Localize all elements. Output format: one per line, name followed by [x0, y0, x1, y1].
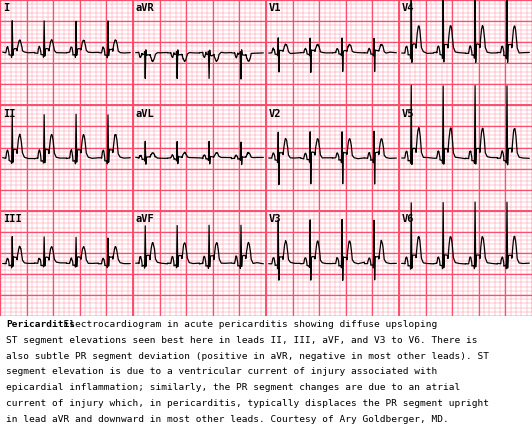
Text: I: I — [3, 3, 9, 13]
Text: segment elevation is due to a ventricular current of injury associated with: segment elevation is due to a ventricula… — [6, 368, 438, 376]
Text: Pericarditis: Pericarditis — [6, 320, 76, 329]
Text: aVF: aVF — [136, 214, 154, 224]
Text: V5: V5 — [402, 109, 414, 119]
Text: II: II — [3, 109, 15, 119]
Text: V4: V4 — [402, 3, 414, 13]
Text: ST segment elevations seen best here in leads II, III, aVF, and V3 to V6. There : ST segment elevations seen best here in … — [6, 336, 478, 344]
Text: current of injury which, in pericarditis, typically displaces the PR segment upr: current of injury which, in pericarditis… — [6, 399, 489, 409]
Text: V6: V6 — [402, 214, 414, 224]
Text: also subtle PR segment deviation (positive in aVR, negative in most other leads): also subtle PR segment deviation (positi… — [6, 351, 489, 361]
Text: V2: V2 — [269, 109, 281, 119]
Text: aVR: aVR — [136, 3, 154, 13]
Text: epicardial inflammation; similarly, the PR segment changes are due to an atrial: epicardial inflammation; similarly, the … — [6, 383, 461, 392]
Text: V3: V3 — [269, 214, 281, 224]
Text: III: III — [3, 214, 21, 224]
Text: V1: V1 — [269, 3, 281, 13]
Text: aVL: aVL — [136, 109, 154, 119]
Text: in lead aVR and downward in most other leads. Courtesy of Ary Goldberger, MD.: in lead aVR and downward in most other l… — [6, 415, 449, 424]
Text: Electrocardiogram in acute pericarditis showing diffuse upsloping: Electrocardiogram in acute pericarditis … — [52, 320, 438, 329]
